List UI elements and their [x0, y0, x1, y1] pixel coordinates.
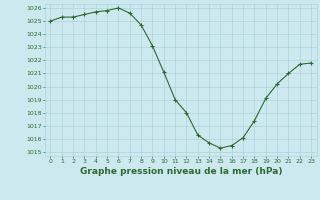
- X-axis label: Graphe pression niveau de la mer (hPa): Graphe pression niveau de la mer (hPa): [80, 167, 282, 176]
